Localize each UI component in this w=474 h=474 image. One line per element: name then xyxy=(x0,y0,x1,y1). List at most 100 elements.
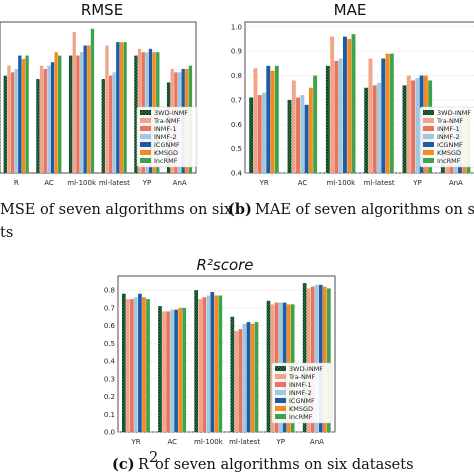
mae-y-tick-label: 1.0 xyxy=(231,23,242,31)
rmse-bar-icgnmf-ml-latest xyxy=(116,42,120,174)
rmse-legend-label: IncRMF xyxy=(154,157,178,165)
r2-bar-inmf-2-yr xyxy=(134,297,138,432)
rmse-bar-incrmf-ml-latest xyxy=(123,42,127,174)
r2-bar-inmf-1-ml-100k xyxy=(202,297,207,432)
mae-y-tick-label: 0.5 xyxy=(231,145,242,153)
r2-bar-icgnmf-ml-latest xyxy=(246,322,251,432)
rmse-legend-swatch xyxy=(140,134,151,139)
r2-bar-3wd-inmf-ana xyxy=(302,283,307,432)
mae-bar-icgnmf-ml-100k xyxy=(342,36,347,174)
mae-y-tick-label: 0.9 xyxy=(231,48,242,56)
mae-bar-inmf-1-ml-latest xyxy=(372,85,377,173)
r2-bar-kmsgd-ac xyxy=(178,307,183,432)
mae-legend-label: INMF-1 xyxy=(437,125,460,133)
mae-chart-title: MAE xyxy=(334,1,367,19)
rmse-legend-swatch xyxy=(140,126,151,131)
rmse-bar-3wd-inmf-yr xyxy=(3,75,7,173)
r2-bar-tra-nmf-ac xyxy=(162,311,166,432)
rmse-legend-label: Tra-NMF xyxy=(153,117,180,125)
r2-bar-inmf-2-ac xyxy=(170,309,174,432)
mae-legend-swatch xyxy=(423,110,434,115)
r2-legend-label: ICGNMF xyxy=(289,397,315,405)
r2-bar-incrmf-yr xyxy=(146,299,150,432)
mae-bar-inmf-2-yr xyxy=(262,92,266,173)
r2-legend-label: 3WD-INMF xyxy=(289,365,323,373)
r2-legend-swatch xyxy=(275,398,286,403)
r2-legend-label: Tra-NMF xyxy=(288,373,315,381)
mae-bar-inmf-2-ac xyxy=(300,95,305,173)
rmse-bar-icgnmf-yr xyxy=(18,55,22,173)
rmse-x-tick-label: AnA xyxy=(173,179,187,187)
r2-bar-kmsgd-ml-100k xyxy=(214,295,219,432)
r2-bar-3wd-inmf-ml-100k xyxy=(194,290,199,432)
mae-bar-incrmf-ml-latest xyxy=(389,53,394,174)
mae-bar-incrmf-ml-100k xyxy=(351,34,356,174)
mae-y-tick-label: 0.4 xyxy=(231,170,243,178)
r2-bar-kmsgd-yr xyxy=(142,297,146,432)
mae-y-tick-label: 0.6 xyxy=(231,121,243,129)
mae-bar-chart: 0.4 0.5 0.6 0.7 0.8 0.9 1.0 YR AC ml-100k ml-lates… xyxy=(231,21,474,187)
mae-legend-label: Tra-NMF xyxy=(436,117,463,125)
rmse-bar-3wd-inmf-ml-100k xyxy=(68,55,73,173)
mae-bar-inmf-2-ml-100k xyxy=(338,58,343,173)
rmse-bar-inmf-2-ml-latest xyxy=(112,72,116,173)
caption-b-text: MAE of seven algorithms on six d xyxy=(255,202,474,218)
r2-bar-incrmf-ac xyxy=(182,307,187,432)
mae-legend: 3WD-INMFTra-NMFINMF-1INMF-2ICGNMFKMSGDIn… xyxy=(419,106,474,168)
r2-bar-icgnmf-ana xyxy=(318,284,323,432)
mae-bar-inmf-2-yp xyxy=(415,78,420,173)
mae-bar-kmsgd-ml-latest xyxy=(385,53,390,174)
rmse-bar-icgnmf-ac xyxy=(50,62,55,174)
r2-bar-icgnmf-yr xyxy=(138,293,142,432)
rmse-legend-swatch xyxy=(140,142,151,147)
r2-x-tick-label: YP xyxy=(276,438,286,446)
rmse-bar-inmf-1-ml-100k xyxy=(76,55,80,173)
rmse-bar-inmf-2-ml-100k xyxy=(79,52,84,174)
r2-legend-label: IncRMF xyxy=(289,413,313,421)
r2-y-tick-label: 0.1 xyxy=(104,411,115,419)
mae-legend-label: ICGNMF xyxy=(437,141,463,149)
mae-bar-incrmf-ac xyxy=(313,75,318,173)
rmse-legend: 3WD-INMFTra-NMFINMF-1INMF-2ICGNMFKMSGDIn… xyxy=(136,106,198,168)
mae-bar-inmf-1-ac xyxy=(296,97,301,173)
mae-bar-kmsgd-ml-100k xyxy=(347,39,352,173)
mae-bar-kmsgd-yr xyxy=(270,70,275,173)
r2-legend-swatch xyxy=(275,390,286,395)
mae-x-tick-label: ml-latest xyxy=(364,179,395,187)
rmse-x-tick-label: YP xyxy=(142,179,152,187)
mae-bar-tra-nmf-ac xyxy=(291,80,296,173)
r2-chart-title: R²score xyxy=(196,256,253,274)
rmse-legend-label: INMF-1 xyxy=(154,125,177,133)
mae-x-tick-label: AC xyxy=(298,179,308,187)
r2-bar-3wd-inmf-ml-latest xyxy=(230,316,235,432)
rmse-legend-swatch xyxy=(140,150,151,155)
r2-bar-inmf-2-ml-latest xyxy=(242,323,247,432)
mae-bar-kmsgd-ac xyxy=(308,87,313,173)
rmse-bar-kmsgd-ml-100k xyxy=(87,45,91,173)
mae-plot-frame xyxy=(244,21,474,174)
r2-bar-tra-nmf-ml-100k xyxy=(198,299,203,432)
r2-bar-icgnmf-ml-100k xyxy=(210,291,215,432)
mae-x-tick-label: YP xyxy=(412,179,422,187)
mae-bar-tra-nmf-ml-100k xyxy=(330,36,335,174)
r2-legend-swatch xyxy=(275,382,286,387)
r2-bar-inmf-2-ana xyxy=(314,284,319,432)
rmse-bar-incrmf-ac xyxy=(58,55,62,173)
mae-legend-label: KMSGD xyxy=(437,149,461,157)
mae-legend-swatch xyxy=(423,118,434,123)
mae-legend-label: IncRMF xyxy=(437,157,461,165)
r2-y-tick-label: 0.3 xyxy=(104,375,115,383)
rmse-legend-label: INMF-2 xyxy=(154,133,177,141)
r2-bar-chart: 0.0 0.1 0.2 0.3 0.4 0.5 0.6 0.7 0.8 YR AC ml-100k ml… xyxy=(104,275,336,446)
r2-y-tick-label: 0.0 xyxy=(104,429,115,437)
mae-legend-label: INMF-2 xyxy=(437,133,460,141)
r2-legend-box xyxy=(271,362,333,424)
mae-x-tick-label: ml-100k xyxy=(326,179,356,187)
r2-bar-kmsgd-ml-latest xyxy=(250,323,255,432)
r2-bar-3wd-inmf-ac xyxy=(158,306,162,432)
mae-bar-3wd-inmf-ac xyxy=(287,99,292,173)
r2-bar-icgnmf-ac xyxy=(174,309,178,432)
rmse-x-tick-label: AC xyxy=(44,179,54,187)
mae-bar-3wd-inmf-ml-100k xyxy=(325,65,330,173)
